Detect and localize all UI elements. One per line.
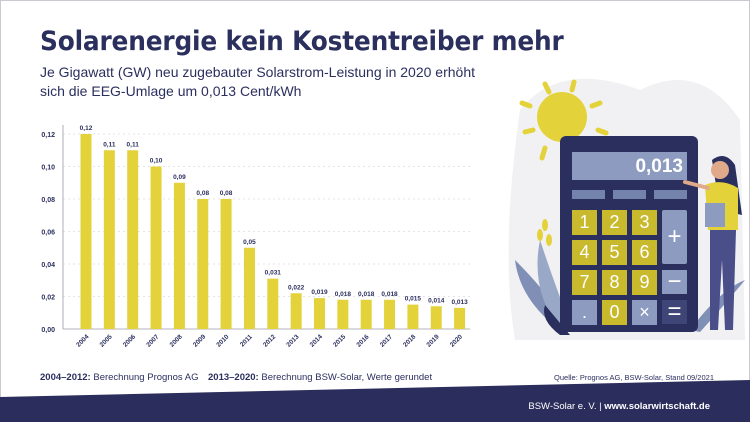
bar-2018 (407, 304, 419, 329)
bar-2017 (384, 299, 396, 329)
bar-2005 (103, 150, 115, 329)
calculator-key: 0 (602, 300, 627, 325)
data-label: 0,09 (173, 174, 186, 181)
y-tick-label: 0,02 (41, 295, 55, 302)
note-bsw: 2013–2020: Berechnung BSW-Solar, Werte g… (208, 372, 432, 383)
calculator-function-key (572, 190, 605, 199)
calculator-key: × (632, 300, 657, 325)
calculator-key: 5 (602, 240, 627, 265)
y-tick-label: 0,10 (41, 165, 55, 172)
bar-2007 (150, 166, 162, 329)
data-label: 0,08 (196, 190, 209, 197)
note-bsw-years: 2013–2020: (208, 372, 259, 383)
calculator-op-key: = (667, 298, 682, 325)
y-tick-label: 0,08 (41, 197, 55, 204)
y-tick-label: 0,00 (41, 327, 55, 334)
bar-2015 (337, 299, 349, 329)
bar-2008 (173, 182, 185, 329)
bar-2006 (127, 150, 139, 329)
data-label: 0,019 (311, 289, 328, 296)
bar-2011 (243, 247, 255, 329)
calculator-key: 4 (572, 240, 597, 265)
calculator-function-key (613, 190, 646, 199)
calculator-equals-key-bg (662, 300, 687, 324)
bar-2010 (220, 199, 232, 329)
calculator-key: 7 (572, 270, 597, 295)
data-label: 0,11 (127, 141, 140, 148)
data-label: 0,031 (265, 270, 282, 277)
footer-url[interactable]: www.solarwirtschaft.de (604, 401, 710, 412)
calculator-op-key: − (667, 268, 682, 295)
y-tick-label: 0,04 (41, 262, 55, 269)
leaf-sprig-icon (537, 219, 552, 246)
bar-2012 (267, 278, 279, 329)
note-prognos-years: 2004–2012: (40, 372, 91, 383)
source-note: Quelle: Prognos AG, BSW-Solar, Stand 09/… (554, 373, 714, 382)
bar-2013 (290, 293, 302, 329)
calculator-plus-key-bg (662, 210, 687, 264)
note-prognos: 2004–2012: Berechnung Prognos AG (40, 372, 198, 383)
bar-2020 (454, 307, 466, 329)
subtitle-line-1: Je Gigawatt (GW) neu zugebauter Solarstr… (40, 64, 476, 80)
footer: BSW-Solar e. V. | www.solarwirtschaft.de (528, 401, 710, 412)
subtitle-line-2: sich die EEG-Umlage um 0,013 Cent/kWh (40, 83, 302, 99)
data-label: 0,018 (358, 291, 375, 298)
data-label: 0,022 (288, 284, 305, 291)
bar-2019 (430, 306, 442, 329)
calculator-op-key: + (667, 223, 682, 250)
note-prognos-text: Berechnung Prognos AG (90, 372, 199, 383)
calculator-key: . (572, 300, 597, 325)
bar-2014 (314, 298, 325, 329)
calculator-key: 1 (572, 210, 597, 235)
y-tick-label: 0,12 (41, 132, 55, 139)
data-label: 0,05 (243, 239, 256, 246)
bar-2016 (360, 299, 372, 329)
calculator-minus-key-bg (662, 270, 687, 294)
bar-2004 (80, 134, 92, 329)
woman-figure-icon (683, 156, 742, 330)
data-label: 0,08 (220, 190, 233, 197)
bar-2009 (197, 199, 209, 329)
calculator-key: 8 (602, 270, 627, 295)
data-label: 0,015 (405, 296, 422, 303)
calculator-display-value: 0,013 (635, 156, 683, 177)
data-label: 0,014 (428, 297, 445, 304)
page-title: Solarenergie kein Kostentreiber mehr (40, 26, 564, 57)
data-label: 0,013 (451, 299, 468, 306)
data-label: 0,018 (335, 291, 352, 298)
calculator-key: 2 (602, 210, 627, 235)
calculator-key: 9 (632, 270, 657, 295)
calculator-key: 3 (632, 210, 657, 235)
footer-org: BSW-Solar e. V. | (528, 401, 605, 412)
subtitle: Je Gigawatt (GW) neu zugebauter Solarstr… (40, 63, 500, 101)
calculator-display (572, 152, 687, 180)
data-label: 0,11 (103, 141, 116, 148)
calculator-key: 6 (632, 240, 657, 265)
data-label: 0,10 (150, 158, 163, 165)
y-tick-label: 0,06 (41, 230, 55, 237)
note-bsw-text: Berechnung BSW-Solar, Werte gerundet (258, 372, 433, 383)
data-label: 0,12 (80, 125, 93, 132)
calculator-function-key (654, 190, 687, 199)
data-label: 0,018 (381, 291, 398, 298)
